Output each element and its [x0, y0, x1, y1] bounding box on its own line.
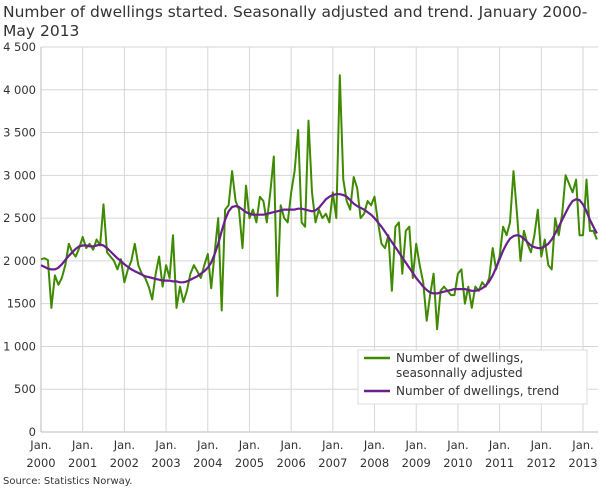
- x-tick-label-month: Jan.: [29, 438, 51, 452]
- x-tick-label-month: Jan.: [405, 438, 427, 452]
- y-tick-label: 500: [14, 382, 36, 396]
- legend-label-seasonally-adjusted-line2: seasonnally adjusted: [396, 366, 523, 380]
- x-tick-label-year: 2006: [277, 456, 306, 470]
- y-tick-label: 4 000: [3, 83, 36, 97]
- y-tick-label: 1500: [7, 297, 36, 311]
- series-line-trend: [40, 193, 598, 295]
- source-note: Source: Statistics Norway.: [3, 476, 132, 487]
- x-tick-label-month: Jan.: [530, 438, 552, 452]
- x-tick-label-year: 2010: [443, 456, 472, 470]
- x-tick-label-month: Jan.: [279, 438, 301, 452]
- x-tick-label-year: 2004: [193, 456, 222, 470]
- x-tick-label-year: 2012: [527, 456, 556, 470]
- y-tick-label: 4 500: [3, 40, 36, 54]
- x-tick-label-year: 2013: [568, 456, 597, 470]
- chart-title-line1: Number of dwellings started. Seasonally …: [3, 3, 587, 21]
- x-tick-label-month: Jan.: [238, 438, 260, 452]
- y-tick-label: 3 000: [3, 168, 36, 182]
- legend-label-trend: Number of dwellings, trend: [396, 384, 559, 398]
- x-tick-label-year: 2008: [360, 456, 389, 470]
- chart-title-line2: May 2013: [3, 22, 79, 40]
- x-tick-label-month: Jan.: [154, 438, 176, 452]
- x-axis: Jan. 2000 Jan. 2001 Jan. 2002 Jan. 2003 Jan. 2004…: [26, 438, 597, 470]
- x-tick-label-year: 2002: [110, 456, 139, 470]
- y-tick-label: 1 000: [3, 339, 36, 353]
- x-tick-label-year: 2001: [68, 456, 97, 470]
- x-tick-label-month: Jan.: [196, 438, 218, 452]
- x-tick-label-year: 2005: [235, 456, 264, 470]
- y-tick-label: 2 500: [3, 211, 36, 225]
- y-tick-label: 2 000: [3, 254, 36, 268]
- x-tick-label-month: Jan.: [321, 438, 343, 452]
- x-tick-label-month: Jan.: [71, 438, 93, 452]
- series-lines: [40, 74, 598, 331]
- legend-label-seasonally-adjusted-line1: Number of dwellings,: [396, 351, 524, 365]
- x-tick-label-month: Jan.: [488, 438, 510, 452]
- legend-box: [357, 349, 588, 405]
- x-tick-label-month: Jan.: [113, 438, 135, 452]
- legend: Number of dwellings, seasonnally adjuste…: [357, 349, 588, 405]
- x-tick-label-year: 2000: [26, 456, 55, 470]
- x-tick-label-month: Jan.: [446, 438, 468, 452]
- x-tick-label-year: 2011: [485, 456, 514, 470]
- series-line-seasonally-adjusted: [40, 74, 598, 331]
- y-tick-label: 0: [29, 425, 36, 439]
- y-tick-label: 3 500: [3, 126, 36, 140]
- x-tick-label-month: Jan.: [571, 438, 593, 452]
- y-axis: 0 500 1 000 1500 2 000 2 500 3 000 3 500 4 000 4 …: [3, 40, 36, 439]
- x-tick-label-month: Jan.: [363, 438, 385, 452]
- x-tick-label-year: 2009: [402, 456, 431, 470]
- x-tick-label-year: 2007: [318, 456, 347, 470]
- x-tick-label-year: 2003: [151, 456, 180, 470]
